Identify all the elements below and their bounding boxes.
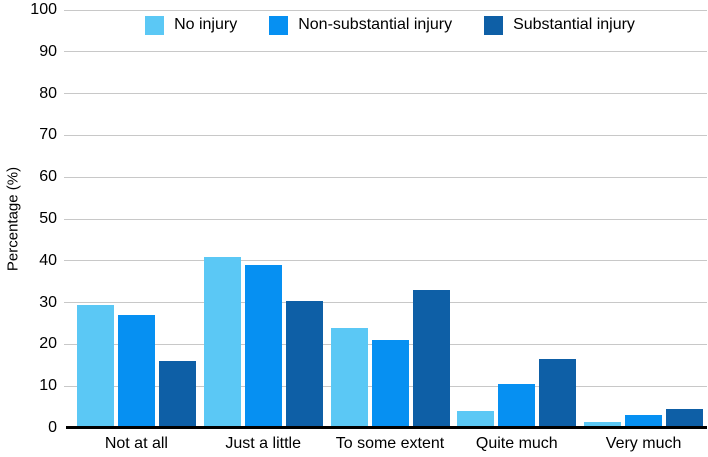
y-tick-label: 0 xyxy=(48,419,57,436)
x-axis-label-not-at-all: Not at all xyxy=(104,435,168,452)
legend: No injury Non-substantial injury Substanti… xyxy=(73,15,707,35)
legend-item-substantial-injury: Substantial injury xyxy=(484,15,635,35)
y-tick-50 xyxy=(64,218,73,220)
bar-no-injury-very-much xyxy=(584,421,622,428)
y-tick-label: 50 xyxy=(39,210,57,227)
bar-non-substantial-injury-to-some-extent xyxy=(371,340,409,428)
legend-label: Substantial injury xyxy=(513,16,635,33)
y-tick-label: 90 xyxy=(39,42,57,60)
bar-substantial-injury-not-at-all xyxy=(158,361,196,428)
gridline-30 xyxy=(72,302,707,304)
bar-substantial-injury-very-much xyxy=(666,409,704,428)
legend-item-no-injury: No injury xyxy=(145,15,238,35)
y-tick-label: 60 xyxy=(39,168,57,186)
gridline-100 xyxy=(72,9,707,11)
y-tick-10 xyxy=(64,385,73,387)
bar-non-substantial-injury-not-at-all xyxy=(117,315,155,428)
gridline-50 xyxy=(72,218,707,220)
y-tick-100 xyxy=(64,9,73,11)
bar-substantial-injury-quite-much xyxy=(539,359,577,428)
y-tick-label: 100 xyxy=(30,1,57,18)
bar-non-substantial-injury-quite-much xyxy=(498,384,536,428)
y-tick-70 xyxy=(64,134,73,136)
gridline-40 xyxy=(72,260,707,262)
y-tick-60 xyxy=(64,176,73,178)
y-tick-label: 10 xyxy=(39,377,57,395)
bar-substantial-injury-just-a-little xyxy=(285,300,323,428)
legend-item-non-substantial-injury: Non-substantial injury xyxy=(269,15,453,35)
legend-swatch-substantial-injury xyxy=(484,15,504,35)
y-tick-label: 80 xyxy=(39,84,57,102)
gridline-60 xyxy=(72,176,707,178)
bar-substantial-injury-to-some-extent xyxy=(412,290,450,428)
y-tick-label: 20 xyxy=(39,335,57,353)
y-axis-title: Percentage (%) xyxy=(4,166,22,272)
bar-non-substantial-injury-very-much xyxy=(625,415,663,428)
legend-swatch-no-injury xyxy=(145,15,165,35)
gridline-80 xyxy=(72,93,707,95)
gridline-90 xyxy=(72,51,707,53)
y-tick-30 xyxy=(64,302,73,304)
y-tick-80 xyxy=(64,93,73,95)
y-tick-20 xyxy=(64,343,73,345)
legend-swatch-non-substantial-injury xyxy=(269,15,289,35)
x-axis-line xyxy=(66,426,707,429)
y-tick-90 xyxy=(64,51,73,53)
legend-label: Non-substantial injury xyxy=(298,16,453,33)
x-axis-label-just-a-little: Just a little xyxy=(225,435,301,452)
y-tick-label: 30 xyxy=(39,293,57,311)
bar-no-injury-quite-much xyxy=(457,411,495,428)
legend-label: No injury xyxy=(174,16,238,33)
bar-non-substantial-injury-just-a-little xyxy=(244,264,282,428)
x-axis-label-very-much: Very much xyxy=(605,435,682,452)
gridline-70 xyxy=(72,134,707,136)
y-tick-40 xyxy=(64,260,73,262)
bar-no-injury-just-a-little xyxy=(203,256,241,428)
x-axis-label-quite-much: Quite much xyxy=(475,435,558,452)
y-tick-label: 40 xyxy=(39,251,57,269)
bar-no-injury-not-at-all xyxy=(76,304,114,428)
bar-no-injury-to-some-extent xyxy=(330,327,368,428)
y-tick-label: 70 xyxy=(39,126,57,144)
x-axis-label-to-some-extent: To some extent xyxy=(335,435,445,452)
